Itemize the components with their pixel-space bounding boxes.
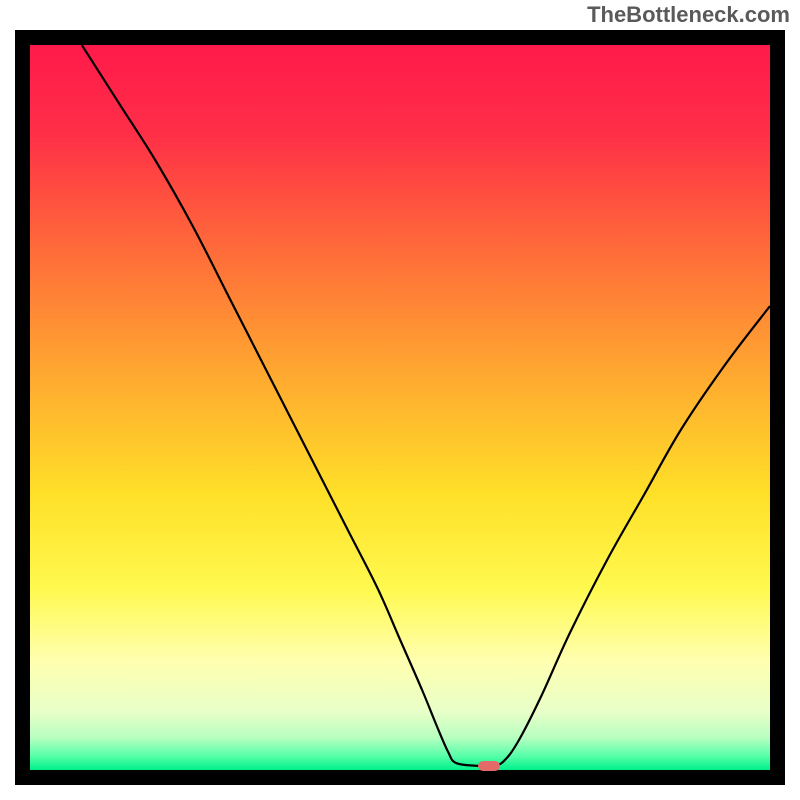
bottleneck-curve (30, 45, 770, 770)
watermark-text: TheBottleneck.com (587, 2, 790, 28)
plot-area (15, 30, 785, 785)
curve-path (82, 45, 770, 766)
optimal-marker (478, 761, 500, 771)
chart-container: TheBottleneck.com (0, 0, 800, 800)
